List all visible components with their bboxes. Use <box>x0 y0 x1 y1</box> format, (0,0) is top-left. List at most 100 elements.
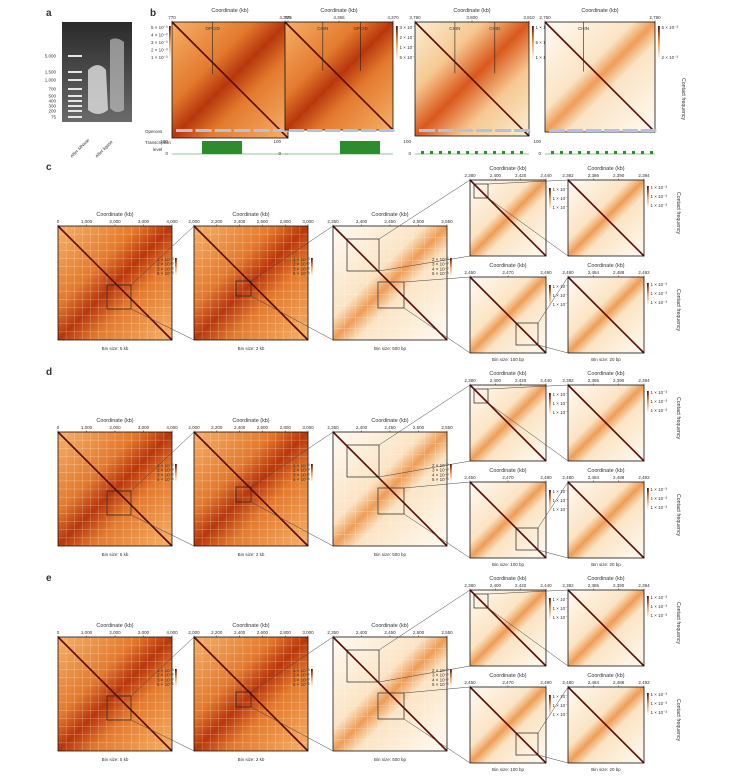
color-scale-label: 1 × 10⁻³ <box>157 257 174 262</box>
tick-label: 2,484 <box>588 270 600 275</box>
contact-frequency-label: Contact frequency <box>675 289 681 332</box>
small-map-axis: Coordinate (kb) 2,480 2,484 2,488 2,492 <box>562 468 650 482</box>
color-scale-bar <box>450 258 452 276</box>
zoom-link <box>537 344 569 354</box>
transcription-signal <box>578 151 581 154</box>
tick-label: 2,400 <box>234 219 246 224</box>
row-map-axis: Coordinate (kb) 2,350 2,400 2,450 2,500 2,550 <box>327 212 453 226</box>
row-map-axis: Coordinate (kb) 2,350 2,400 2,450 2,500 2,550 <box>327 418 453 432</box>
zoom-link <box>487 607 569 667</box>
contact-map <box>469 384 547 462</box>
color-scale-label: 2 × 10⁻³ <box>432 668 449 673</box>
color-scale-bar <box>311 258 313 276</box>
tick-label: 2,380 <box>464 173 476 178</box>
tick-label: 2,470 <box>502 680 514 685</box>
zoom-box <box>377 692 405 720</box>
tick-label: 2,750 <box>539 15 551 20</box>
tick-label: 0 <box>57 219 60 224</box>
color-scale-label: 1 × 10⁻³ <box>553 615 570 620</box>
tick-label: 4,000 <box>166 425 178 430</box>
transcription-signal <box>623 151 626 154</box>
contact-map <box>567 179 645 257</box>
b-level-label: level <box>153 147 162 152</box>
zoom-link <box>487 179 569 185</box>
tick-label: 3,000 <box>302 425 314 430</box>
small-map-axis: Coordinate (kb) 2,380 2,400 2,420 2,440 <box>464 166 552 180</box>
zoom-link <box>250 501 334 547</box>
track-axis-label: 0 <box>408 151 411 156</box>
operon-block <box>176 129 193 132</box>
color-scale-label: 1 × 10⁻³ <box>651 604 668 609</box>
small-map-axis: Coordinate (kb) 2,382 2,386 2,390 2,394 <box>562 166 650 180</box>
contact-map-frame <box>567 686 645 764</box>
color-scale-bar <box>658 26 660 60</box>
tick-label: 2,550 <box>441 630 453 635</box>
color-scale: 1 × 10⁻³ 1 × 10⁻³ 1 × 10⁻³ <box>549 597 570 620</box>
contact-map-frame <box>567 481 645 559</box>
color-scale-label: 5 × 10⁻³ <box>432 682 449 687</box>
contact-map <box>332 636 448 752</box>
color-scale-bar <box>647 596 649 618</box>
color-scale-bar <box>532 26 534 60</box>
axis-label: Coordinate (kb) <box>211 8 248 14</box>
color-scale-label: 5 × 10⁻³ <box>293 682 310 687</box>
small-map-axis: Coordinate (kb) 2,380 2,400 2,420 2,440 <box>464 576 552 590</box>
axis-label: Coordinate (kb) <box>581 8 618 14</box>
track-axis-label: 100 <box>533 139 541 144</box>
operon-block <box>514 129 531 132</box>
color-scale: 2 × 10⁻³3 × 10⁻³4 × 10⁻³5 × 10⁻³ <box>432 463 452 482</box>
contact-map-diagonal <box>57 636 173 752</box>
gel-lane-label-mnase: After MNase <box>69 137 91 159</box>
tick-label: 2,488 <box>613 270 625 275</box>
transcription-signal <box>596 151 599 154</box>
color-scale-label: 1 × 10⁻³ <box>651 595 668 600</box>
axis-label: Coordinate (kb) <box>232 212 269 218</box>
transcription-signal <box>466 151 469 154</box>
color-scale: 1 × 10⁻³ 1 × 10⁻³ 1 × 10⁻³ <box>647 692 668 715</box>
transcription-signal <box>421 151 424 154</box>
color-scale-label: 2 × 10⁻³ <box>293 468 310 473</box>
operon-block <box>419 129 436 132</box>
zoom-link <box>130 514 195 547</box>
color-scale-label: 3 × 10⁻³ <box>400 25 417 30</box>
contact-map-diagonal <box>567 276 645 354</box>
track-axis-label: 100 <box>403 139 411 144</box>
contact-map <box>567 589 645 667</box>
transcription-signal <box>439 151 442 154</box>
axis-label: Coordinate (kb) <box>232 418 269 424</box>
tick-label: 2,790 <box>649 15 661 20</box>
gel-ladder-band <box>68 110 82 112</box>
contact-map-frame <box>193 431 309 547</box>
tick-label: 2,600 <box>257 630 269 635</box>
contact-map <box>567 384 645 462</box>
color-scale-label: 1 × 10⁻³ <box>553 694 570 699</box>
small-map-axis: Coordinate (kb) 2,450 2,470 2,490 <box>464 468 552 482</box>
color-scale: 1 × 10⁻³ 1 × 10⁻³ 1 × 10⁻³ <box>549 187 570 210</box>
tick-label: 2,380 <box>464 583 476 588</box>
contact-map-diagonal <box>332 225 448 341</box>
tick-label: 2,394 <box>638 378 650 383</box>
panel-letter-b: b <box>150 8 156 19</box>
zoom-box <box>106 490 132 516</box>
tick-label: 2,394 <box>638 173 650 178</box>
color-scale-label: 1 × 10⁻³ <box>651 613 668 618</box>
panel-letter-a: a <box>46 8 52 19</box>
tick-label: 2,394 <box>638 583 650 588</box>
color-scale-label: 5 × 10⁻³ <box>293 271 310 276</box>
zoom-box <box>473 388 489 404</box>
color-scale: 5 × 10⁻³ 4 × 10⁻³ 3 × 10⁻³ 2 × 10⁻³ 1 × 10⁻³ <box>151 25 171 60</box>
color-scale-bar <box>311 464 313 482</box>
color-scale: 1 × 10⁻³ 1 × 10⁻³ 1 × 10⁻³ <box>549 489 570 512</box>
color-scale-label: 2 × 10⁻³ <box>662 55 679 60</box>
zoom-link <box>378 589 471 651</box>
row-map-axis: Coordinate (kb) 0 1,000 2,000 3,000 4,000 <box>57 623 178 637</box>
tick-label: 2,440 <box>540 173 552 178</box>
contact-map <box>567 481 645 559</box>
contact-map <box>57 431 173 547</box>
axis-label: Coordinate (kb) <box>587 576 624 582</box>
transcription-signal <box>569 151 572 154</box>
transcription-signal <box>511 151 514 154</box>
color-scale-label: 1 × 10⁻³ <box>293 668 310 673</box>
zoom-link <box>537 276 569 324</box>
